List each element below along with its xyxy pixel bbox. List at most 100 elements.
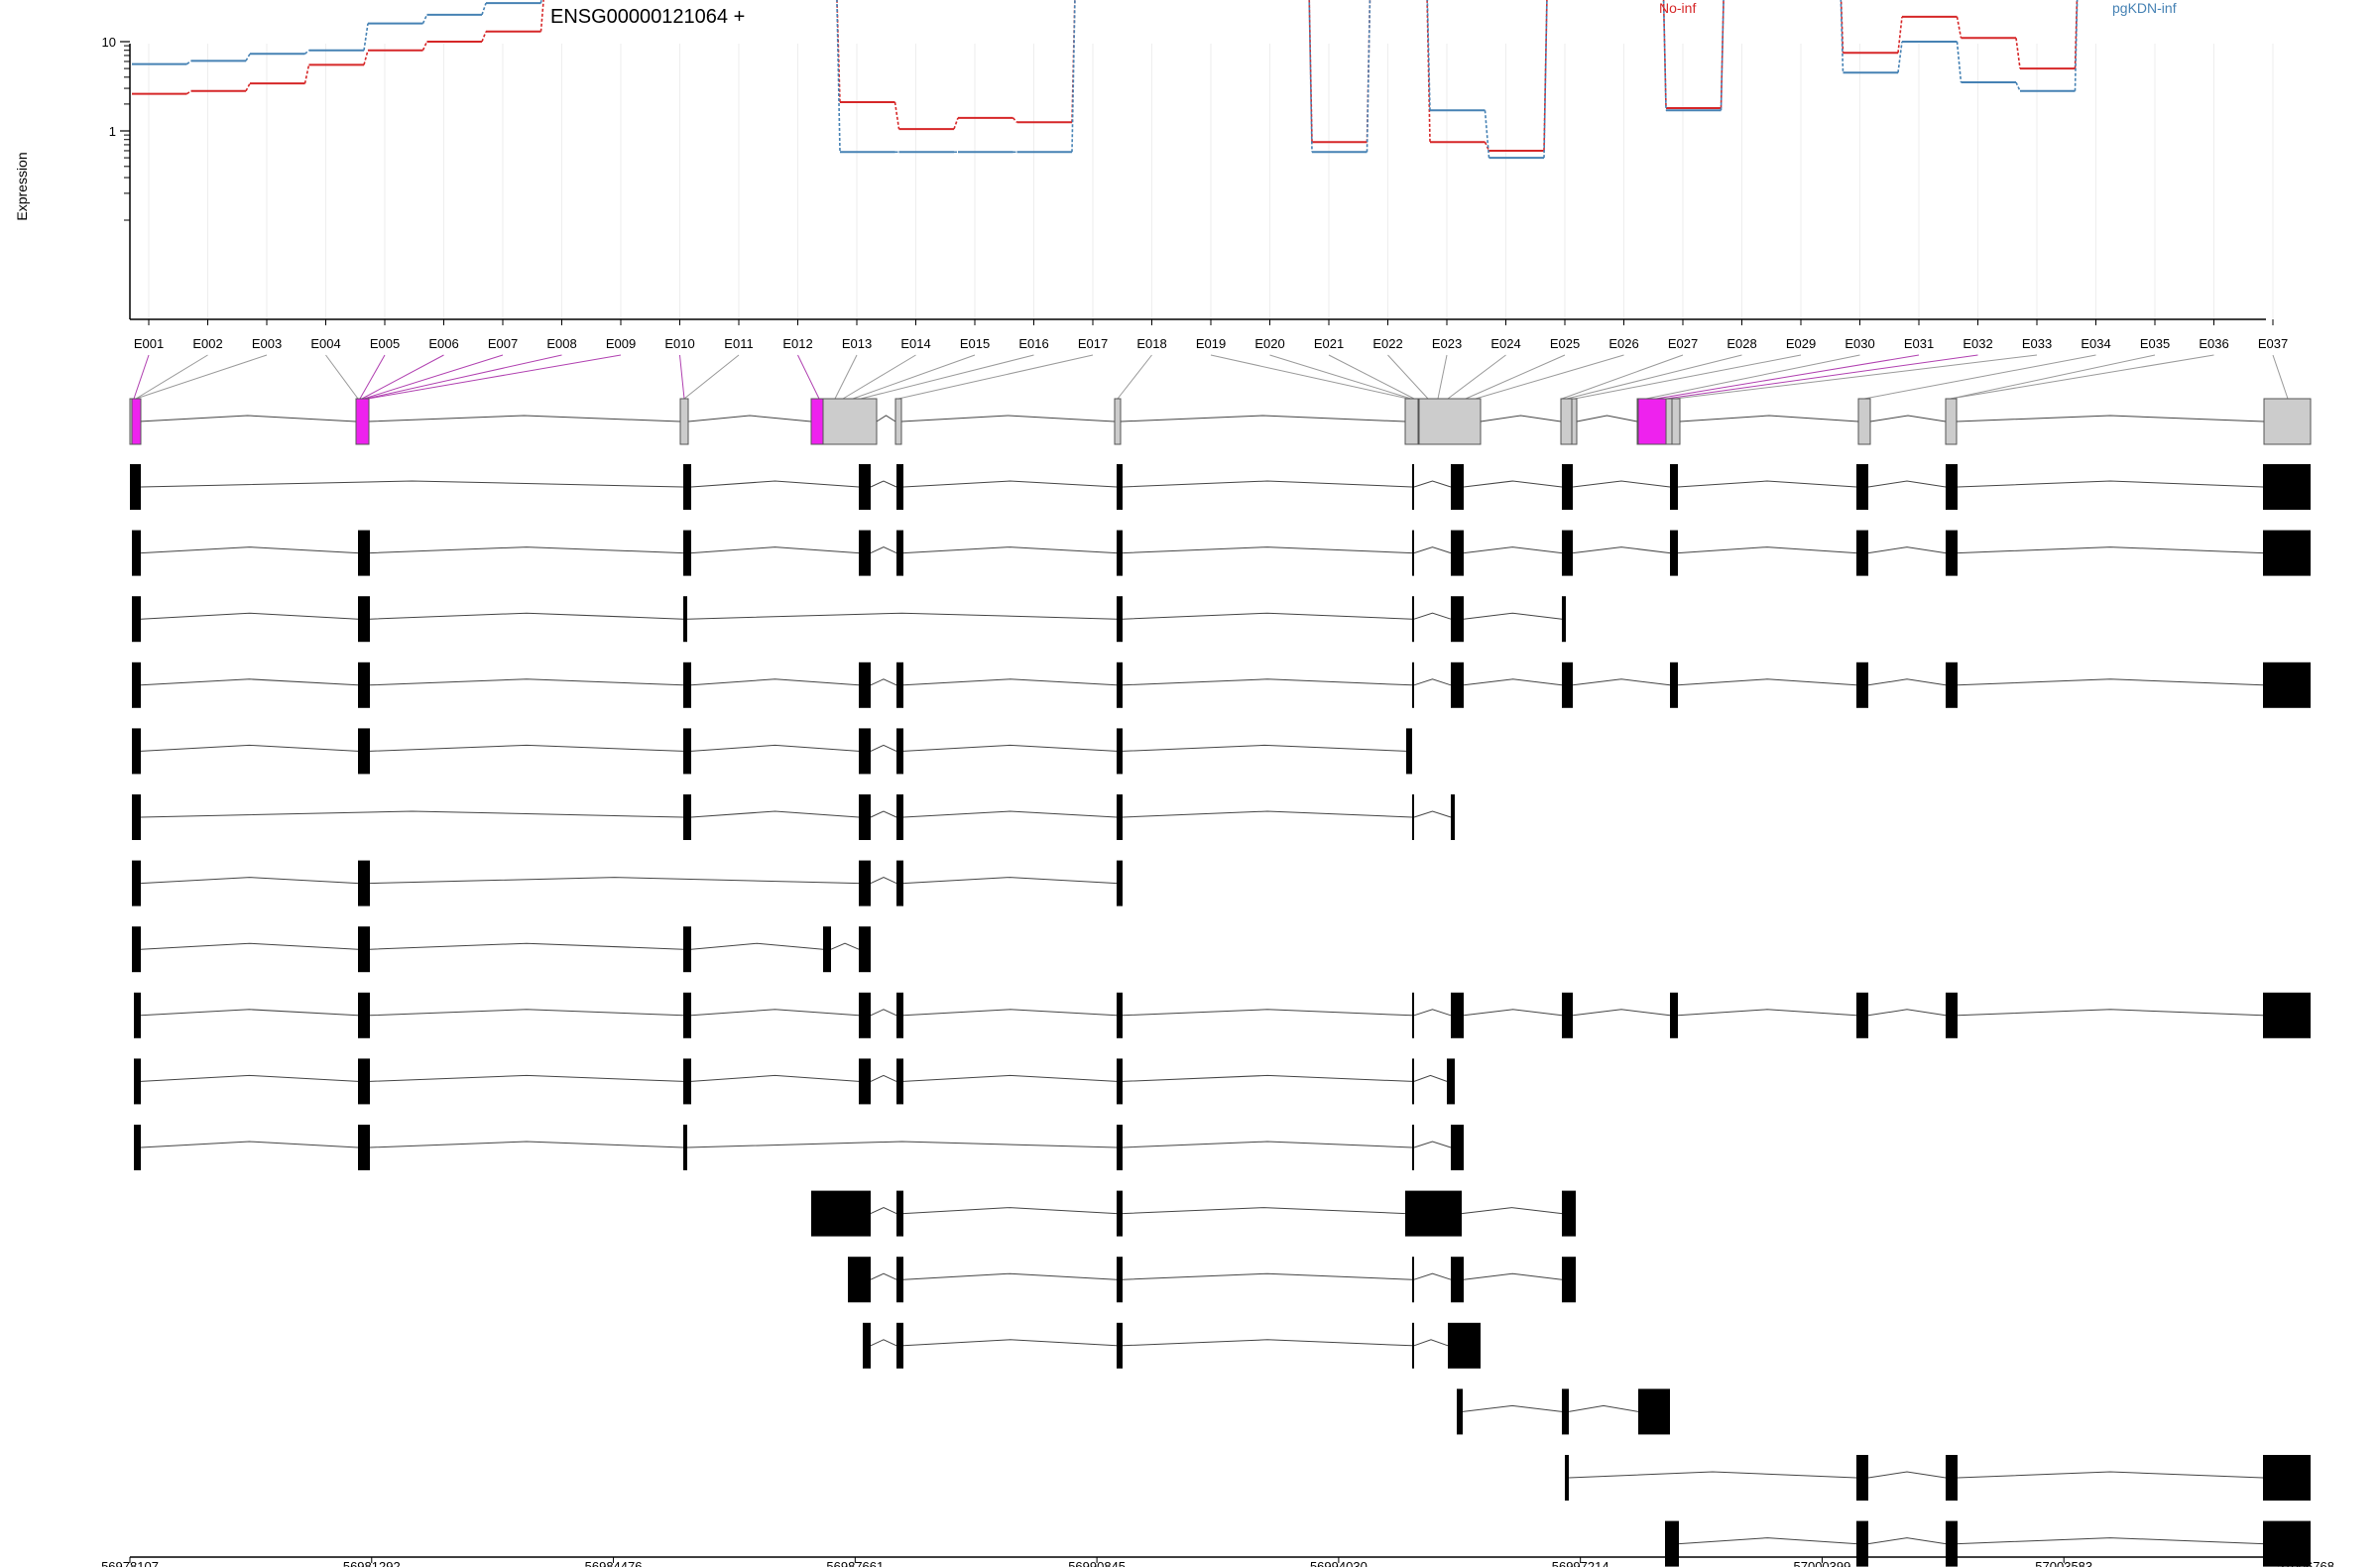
exon-connector [1566,354,1742,400]
data-connector [1426,0,1431,143]
transcript [132,596,1566,643]
series-no-inf [132,0,2079,152]
transcript-exon [1562,662,1573,708]
intron-line [1867,678,1947,686]
data-connector [245,82,251,92]
transcript-exon [1856,464,1868,510]
data-connector [1366,0,1371,153]
exon-connector [1665,354,1978,400]
transcript [811,1190,1576,1237]
transcript [132,794,1455,840]
exon-connector [325,354,359,400]
intron-line [1957,678,2264,686]
intron-line [902,877,1118,885]
transcript-exon [1562,1257,1576,1303]
y-ticks: 110100 [102,35,130,221]
intron-line [367,415,681,422]
transcript-exon [896,860,903,906]
intron-line [1867,1009,1947,1017]
intron-line [1572,678,1671,686]
transcript-exon [1562,1190,1576,1237]
x-tick-label: E018 [1136,336,1166,351]
transcript-exon [132,860,141,906]
intron-line [870,1074,897,1082]
transcript [132,530,2311,576]
data-connector [2015,38,2021,69]
intron-line [1677,678,1857,686]
x-tick-label: E003 [252,336,282,351]
intron-line [870,678,897,686]
intron-line [870,744,897,752]
transcript-exon [2263,1455,2311,1501]
intron-line [902,810,1118,818]
genomic-axis: 56978107 56981292 56984476 56987661 56990845… [101,1556,2334,1567]
transcript-exon [683,926,691,973]
transcript-exon [2263,464,2311,510]
exon-box [1418,398,1482,445]
legend-no-inf: No-inf [1659,0,1696,16]
x-tick-label: E035 [2140,336,2170,351]
exon-connector [1561,354,1684,400]
intron-line [690,678,860,686]
transcript-exon [1946,1520,1958,1567]
transcript-exon [1117,1125,1123,1170]
x-tick-label: E007 [488,336,518,351]
intron-line [138,415,357,422]
x-tick-label: E005 [370,336,400,351]
transcript-exon [859,992,871,1038]
intron-line [1867,546,1947,554]
transcript-exon [896,1257,903,1303]
intron-line [1957,480,2264,488]
transcript-exon [823,926,831,973]
data-connector [363,23,369,51]
series-pgkdn-inf [132,0,2079,160]
transcript [130,464,2311,510]
x-tick-label: E027 [1668,336,1698,351]
intron-line [1122,1339,1413,1347]
intron-line [1122,744,1407,752]
data-connector [1426,0,1431,111]
transcript [134,992,2311,1038]
x-tick-label: E032 [1963,336,1992,351]
highlight-exon [810,398,824,445]
transcript-exon [859,926,871,973]
intron-line [140,942,359,950]
intron-line [1867,1537,1947,1545]
transcript-exon [896,794,903,840]
exon-connector [1465,354,1566,400]
transcript-exon [358,1058,370,1105]
transcript-exon [683,596,687,643]
x-tick-label: E036 [2199,336,2228,351]
intron-line [686,612,1118,620]
genomic-tick-label: 57003583 [2035,1559,2092,1567]
transcript-exon [683,794,691,840]
exon-connector [797,354,820,400]
intron-line [1463,1009,1563,1017]
exon-connector [1950,354,2214,400]
intron-line [1572,480,1671,488]
highlight-exon [1637,398,1667,445]
intron-line [369,877,860,885]
intron-line [1122,1141,1413,1148]
intron-line [1463,480,1563,488]
intron-line [369,744,684,752]
x-tick-label: E020 [1254,336,1284,351]
intron-line [1677,480,1857,488]
transcript-exon [683,464,691,510]
x-tick-label: E004 [310,336,340,351]
intron-line [870,546,897,554]
data-connector [303,50,310,55]
transcript-exon [1451,1257,1464,1303]
intron-line [1677,546,1857,554]
x-tick-label: E001 [134,336,164,351]
transcript-exon [134,1058,141,1105]
intron-line [870,1009,897,1017]
data-connector [1484,141,1490,152]
exon-box [1671,398,1681,445]
intron-line [870,810,897,818]
intron-line [1413,1339,1449,1347]
data-connector [421,41,428,52]
exon-connector [834,354,858,400]
